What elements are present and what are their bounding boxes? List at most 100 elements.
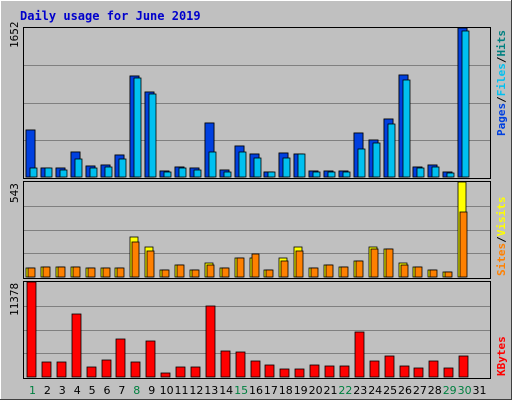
bar-files <box>431 166 440 178</box>
legend-top: Pages/Files/Hits <box>495 30 508 136</box>
day-label: 31 <box>473 384 487 397</box>
bar-files <box>416 167 425 178</box>
bar-sites <box>400 264 409 278</box>
legend-sep: / <box>495 236 508 243</box>
bar-sites <box>176 264 185 278</box>
bar-sites <box>414 266 423 278</box>
day-label: 7 <box>118 384 125 397</box>
bar-kbytes <box>354 331 365 378</box>
day-label: 1 <box>29 384 36 397</box>
day-label: 18 <box>279 384 293 397</box>
bar-kbytes <box>190 366 201 378</box>
bar-kbytes <box>71 313 82 378</box>
day-label: 22 <box>338 384 352 397</box>
day-label: 21 <box>324 384 338 397</box>
bar-sites <box>87 267 96 278</box>
gridlines <box>24 65 490 354</box>
bar-kbytes <box>145 340 156 378</box>
day-label: 16 <box>249 384 263 397</box>
bar-sites <box>116 267 125 278</box>
bar-kbytes <box>26 281 37 378</box>
bar-kbytes <box>399 365 410 378</box>
bar-kbytes <box>160 372 171 378</box>
bar-kbytes <box>369 360 380 378</box>
day-label: 10 <box>160 384 174 397</box>
bar-files <box>327 171 336 178</box>
day-label: 2 <box>44 384 51 397</box>
bar-sites <box>221 267 230 278</box>
day-label: 9 <box>148 384 155 397</box>
legend-bottom: KBytes <box>495 336 508 376</box>
bar-sites <box>444 271 453 278</box>
bar-sites <box>161 269 170 278</box>
bar-sites <box>146 250 155 278</box>
bar-files <box>59 169 68 178</box>
bars-layer <box>25 27 470 378</box>
legend-kbytes: KBytes <box>495 336 508 376</box>
bar-kbytes <box>115 338 126 378</box>
day-label: 13 <box>204 384 218 397</box>
bar-sites <box>280 260 289 278</box>
bar-kbytes <box>130 361 141 378</box>
bar-kbytes <box>443 367 454 378</box>
bar-files <box>193 169 202 178</box>
day-label: 20 <box>309 384 323 397</box>
bar-files <box>208 151 217 178</box>
bar-sites <box>72 266 81 278</box>
bar-sites <box>385 248 394 278</box>
bar-kbytes <box>279 368 290 378</box>
bar-files <box>461 30 470 178</box>
day-label: 19 <box>294 384 308 397</box>
bar-kbytes <box>264 364 275 378</box>
legend-sep: / <box>495 56 508 63</box>
day-label: 4 <box>74 384 81 397</box>
bar-sites <box>42 266 51 278</box>
bar-kbytes <box>384 355 395 378</box>
bar-files <box>312 171 321 178</box>
x-axis-days: 1 2 3 4 5 6 7 8 9 10 11 12 13 14 15 16 17 18 19 20 21 22 23 24 2… <box>29 384 487 397</box>
bar-sites <box>236 257 245 278</box>
bar-files <box>446 172 455 178</box>
bar-kbytes <box>324 365 335 378</box>
bar-files <box>104 166 113 178</box>
bar-kbytes <box>428 360 439 378</box>
bar-kbytes <box>250 360 261 378</box>
bar-sites <box>355 260 364 278</box>
day-label: 11 <box>175 384 189 397</box>
bar-kbytes <box>220 350 231 378</box>
day-label: 23 <box>353 384 367 397</box>
legend-sep: / <box>495 96 508 103</box>
day-label: 15 <box>234 384 248 397</box>
bar-files <box>29 167 38 178</box>
bar-sites <box>429 269 438 278</box>
bar-sites <box>57 266 66 278</box>
bar-files <box>133 77 142 178</box>
middle-max-label: 543 <box>8 183 21 203</box>
bar-sites <box>265 269 274 278</box>
bar-kbytes <box>413 367 424 378</box>
bar-sites <box>310 267 319 278</box>
bar-sites <box>27 267 36 278</box>
bar-files <box>118 158 127 178</box>
bar-files <box>402 79 411 178</box>
day-label: 25 <box>383 384 397 397</box>
day-label: 12 <box>189 384 203 397</box>
bar-files <box>223 171 232 178</box>
bottom-max-label: 11378 <box>8 283 21 316</box>
bar-files <box>253 157 262 178</box>
legend-middle: Sites/Visits <box>495 197 508 277</box>
bar-sites <box>131 241 140 278</box>
bar-files <box>89 167 98 178</box>
bar-sites <box>370 248 379 278</box>
bar-files <box>357 148 366 178</box>
day-label: 30 <box>458 384 472 397</box>
bar-files <box>44 167 53 178</box>
top-max-label: 1652 <box>8 22 21 49</box>
bar-files <box>267 171 276 178</box>
legend-visits: Visits <box>495 197 508 237</box>
legend-hits: Hits <box>495 30 508 57</box>
bar-sites <box>191 269 200 278</box>
bar-files <box>163 171 172 178</box>
